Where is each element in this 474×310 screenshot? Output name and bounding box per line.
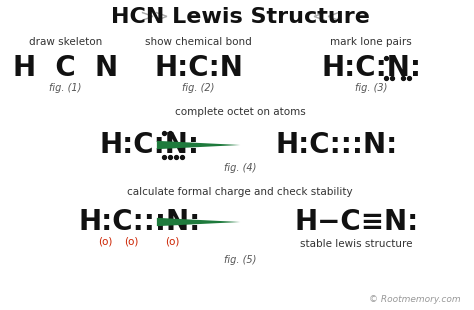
Text: H:C:N: H:C:N xyxy=(154,54,243,82)
Text: fig. (5): fig. (5) xyxy=(224,255,256,265)
Text: H:C:N:: H:C:N: xyxy=(99,131,199,159)
Text: H:C:::N:: H:C:::N: xyxy=(78,208,201,236)
Text: fig. (1): fig. (1) xyxy=(49,83,82,93)
Text: fig. (3): fig. (3) xyxy=(355,83,388,93)
Text: <<: << xyxy=(311,8,341,26)
Text: (o): (o) xyxy=(99,237,113,247)
Text: show chemical bond: show chemical bond xyxy=(145,37,252,47)
Text: © Rootmemory.com: © Rootmemory.com xyxy=(369,295,460,304)
Text: mark lone pairs: mark lone pairs xyxy=(330,37,412,47)
Text: fig. (2): fig. (2) xyxy=(182,83,215,93)
Text: calculate formal charge and check stability: calculate formal charge and check stabil… xyxy=(127,187,353,197)
Text: H:C:N:: H:C:N: xyxy=(321,54,421,82)
Text: stable lewis structure: stable lewis structure xyxy=(300,239,413,249)
Text: H−C≡N:: H−C≡N: xyxy=(294,208,419,236)
Text: complete octet on atoms: complete octet on atoms xyxy=(174,107,305,117)
Text: >>: >> xyxy=(139,8,169,26)
Text: H  C  N: H C N xyxy=(13,54,118,82)
Text: fig. (4): fig. (4) xyxy=(224,163,256,173)
Text: draw skeleton: draw skeleton xyxy=(28,37,102,47)
Text: H:C:::N:: H:C:::N: xyxy=(276,131,398,159)
Text: HCN Lewis Structure: HCN Lewis Structure xyxy=(110,7,369,27)
Text: (o): (o) xyxy=(165,237,179,247)
Text: (o): (o) xyxy=(124,237,138,247)
